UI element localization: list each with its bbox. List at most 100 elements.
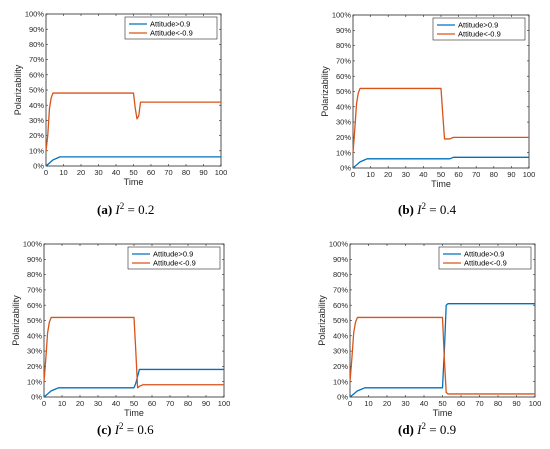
x-tick-label: 70 [472,170,480,179]
x-axis-label: Time [124,408,144,418]
x-tick-label: 80 [182,168,190,177]
x-axis-label: Time [124,177,144,187]
x-tick-label: 90 [202,399,210,408]
x-tick-label: 70 [166,399,174,408]
legend-entry: Attitude<-0.9 [150,29,193,38]
caption-variable: I [416,422,422,437]
x-tick-label: 50 [438,399,446,408]
y-tick-label: 40% [333,331,348,340]
y-tick-label: 30% [29,116,44,125]
y-tick-label: 40% [336,102,351,111]
x-tick-label: 100 [523,170,536,179]
caption-letter: (a) [97,202,112,217]
y-tick-label: 60% [27,301,42,310]
y-tick-label: 80% [27,270,42,279]
caption-superscript: 2 [421,201,426,211]
x-tick-label: 10 [364,399,372,408]
x-tick-label: 40 [112,168,120,177]
legend-entry: Attitude>0.9 [458,21,498,30]
chart-panel-b: 0% 10% 20% 30% 40% 50% 60% 70% 80% 90% 100% 0 10 20 30… [320,11,535,217]
y-tick-label: 100% [25,10,45,19]
y-tick-label: 90% [333,255,348,264]
y-tick-label: 70% [27,286,42,295]
y-tick-label: 50% [336,87,351,96]
x-tick-label: 40 [419,170,427,179]
chart-panel-c: 0% 10% 20% 30% 40% 50% 60% 70% 80% 90% 100% 0 10 20 30… [11,240,230,437]
legend-box [432,17,526,41]
x-tick-label: 70 [475,399,483,408]
caption-letter: (b) [398,202,414,217]
y-axis-label: Polarizability [11,295,21,346]
x-tick-label: 40 [112,399,120,408]
y-tick-label: 70% [336,57,351,66]
x-tick-label: 100 [215,168,228,177]
legend-entry: Attitude<-0.9 [464,259,507,268]
x-tick-label: 80 [490,170,498,179]
series-line-attitude-low [352,87,529,153]
x-tick-label: 90 [512,399,520,408]
x-axis-label: Time [431,179,451,189]
x-tick-label: 40 [420,399,428,408]
y-tick-label: 10% [27,377,42,386]
x-tick-label: 0 [348,399,352,408]
caption-variable: I [114,422,120,437]
y-tick-label: 0% [33,162,44,171]
x-tick-label: 50 [437,170,445,179]
y-tick-label: 0% [340,164,351,173]
x-tick-label: 30 [401,399,409,408]
y-tick-label: 50% [29,86,44,95]
y-tick-label: 30% [27,347,42,356]
x-tick-label: 70 [164,168,172,177]
y-tick-label: 90% [27,255,42,264]
x-tick-label: 10 [366,170,374,179]
y-tick-label: 60% [333,301,348,310]
caption-letter: (d) [398,422,414,437]
y-tick-label: 60% [29,70,44,79]
caption-variable: I [416,202,422,217]
caption-value: = 0.2 [124,202,154,217]
caption-value: = 0.4 [426,202,457,217]
y-axis-label: Polarizability [317,295,327,346]
y-tick-label: 0% [31,393,42,402]
y-tick-label: 100% [329,240,349,249]
panel-caption: (b) I2 = 0.4 [398,201,457,217]
x-tick-label: 50 [130,399,138,408]
x-tick-label: 100 [218,399,231,408]
x-tick-label: 60 [148,399,156,408]
caption-value: = 0.9 [426,422,456,437]
caption-variable: I [114,202,120,217]
y-tick-label: 50% [27,316,42,325]
y-tick-label: 20% [29,131,44,140]
x-tick-label: 60 [454,170,462,179]
x-tick-label: 80 [184,399,192,408]
series-line-attitude-high [45,156,221,167]
x-tick-label: 60 [147,168,155,177]
legend-entry: Attitude<-0.9 [153,259,196,268]
y-tick-label: 10% [333,377,348,386]
x-tick-label: 0 [42,399,46,408]
panel-caption: (a) I2 = 0.2 [97,201,154,217]
legend-box [124,16,218,40]
caption-superscript: 2 [421,421,426,431]
y-tick-label: 30% [336,118,351,127]
x-tick-label: 0 [351,170,355,179]
y-tick-label: 0% [337,393,348,402]
y-tick-label: 80% [333,270,348,279]
chart-panel-a: 0% 10% 20% 30% 40% 50% 60% 70% 80% 90% 100% 0 10 20 30… [13,10,227,217]
legend-entry: Attitude<-0.9 [458,30,501,39]
x-tick-label: 20 [77,168,85,177]
x-axis-label: Time [433,408,453,418]
y-axis-label: Polarizability [320,66,330,117]
y-tick-label: 100% [332,11,352,20]
y-tick-label: 40% [27,331,42,340]
y-tick-label: 20% [336,133,351,142]
chart-panel-d: 0% 10% 20% 30% 40% 50% 60% 70% 80% 90% 100% 0 10 20 30… [317,240,541,437]
x-tick-label: 100 [529,399,542,408]
y-tick-label: 10% [29,146,44,155]
x-tick-label: 20 [76,399,84,408]
caption-superscript: 2 [120,201,125,211]
x-tick-label: 50 [129,168,137,177]
